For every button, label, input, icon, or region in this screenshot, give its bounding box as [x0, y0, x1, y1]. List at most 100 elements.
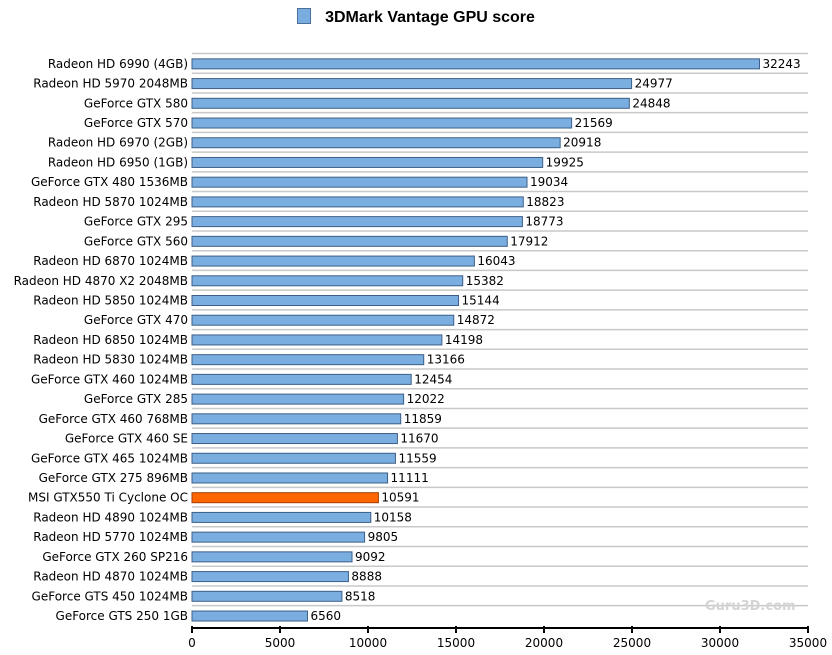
value-label: 6560 — [310, 609, 341, 623]
bar — [191, 255, 475, 267]
category-label: GeForce GTS 250 1GB — [56, 609, 188, 623]
category-label: GeForce GTX 295 — [84, 215, 188, 229]
value-label: 9092 — [355, 550, 386, 564]
category-label: GeForce GTX 460 SE — [65, 432, 188, 446]
category-label: Radeon HD 4890 1024MB — [33, 510, 188, 524]
category-label: MSI GTX550 Ti Cyclone OC — [28, 491, 188, 505]
category-label: Radeon HD 5770 1024MB — [33, 530, 188, 544]
bar — [191, 176, 528, 188]
bar — [191, 137, 561, 149]
bar — [191, 610, 308, 622]
value-label: 11859 — [404, 412, 442, 426]
x-tick-label: 35000 — [789, 636, 827, 650]
category-label: GeForce GTX 560 — [84, 234, 188, 248]
value-label: 19925 — [546, 155, 584, 169]
category-label: GeForce GTX 260 SP216 — [42, 550, 188, 564]
bar — [191, 354, 425, 366]
bar — [191, 156, 544, 168]
x-tick-label: 20000 — [525, 636, 563, 650]
legend-swatch — [297, 8, 312, 24]
bar — [191, 511, 372, 523]
category-label: Radeon HD 5830 1024MB — [33, 353, 188, 367]
bar — [191, 314, 455, 326]
bar — [191, 216, 523, 228]
value-label: 20918 — [563, 136, 601, 150]
category-label: GeForce GTX 480 1536MB — [31, 175, 188, 189]
category-label: GeForce GTS 450 1024MB — [32, 589, 188, 603]
bar — [191, 235, 508, 247]
value-label: 14872 — [457, 313, 495, 327]
value-label: 24977 — [635, 77, 673, 91]
category-label: Radeon HD 6990 (4GB) — [48, 57, 188, 71]
bar — [191, 433, 398, 445]
bar — [191, 117, 573, 129]
value-label: 18823 — [526, 195, 564, 209]
x-tick-label: 0 — [188, 636, 196, 650]
category-label: GeForce GTX 570 — [84, 116, 188, 130]
value-label: 19034 — [530, 175, 568, 189]
value-label: 9805 — [368, 530, 399, 544]
value-label: 15382 — [466, 274, 504, 288]
category-label: GeForce GTX 470 — [84, 313, 188, 327]
value-label: 18773 — [525, 215, 563, 229]
x-tick-label: 10000 — [349, 636, 387, 650]
bar — [191, 196, 524, 208]
category-label: Radeon HD 4870 1024MB — [33, 570, 188, 584]
category-label: Radeon HD 5850 1024MB — [33, 294, 188, 308]
value-label: 11670 — [400, 432, 438, 446]
category-label: Radeon HD 5870 1024MB — [33, 195, 188, 209]
chart-title: 3DMark Vantage GPU score — [0, 8, 832, 27]
value-label: 21569 — [575, 116, 613, 130]
x-tick-label: 5000 — [265, 636, 296, 650]
watermark: Guru3D.com — [705, 599, 796, 614]
value-label: 11111 — [391, 471, 429, 485]
value-label: 8888 — [351, 570, 382, 584]
x-tick-label: 15000 — [437, 636, 475, 650]
bar — [191, 413, 402, 425]
bar — [191, 472, 389, 484]
value-label: 16043 — [477, 254, 515, 268]
value-label: 8518 — [345, 589, 376, 603]
chart-title-text: 3DMark Vantage GPU score — [325, 9, 535, 26]
value-label: 17912 — [510, 234, 548, 248]
x-tick-label: 30000 — [701, 636, 739, 650]
bar — [191, 275, 464, 287]
category-label: Radeon HD 6970 (2GB) — [48, 136, 188, 150]
bar — [191, 492, 379, 504]
category-label: Radeon HD 4870 X2 2048MB — [14, 274, 188, 288]
bar — [191, 373, 412, 385]
value-label: 13166 — [427, 353, 465, 367]
bar — [191, 97, 630, 109]
category-label: GeForce GTX 275 896MB — [39, 471, 188, 485]
bar — [191, 58, 760, 70]
x-tick-label: 25000 — [613, 636, 651, 650]
category-label: GeForce GTX 285 — [84, 392, 188, 406]
category-label: Radeon HD 6950 (1GB) — [48, 155, 188, 169]
bar — [191, 78, 633, 90]
bar — [191, 571, 349, 583]
value-label: 24848 — [632, 96, 670, 110]
bar — [191, 334, 443, 346]
value-label: 10158 — [374, 510, 412, 524]
value-label: 11559 — [398, 451, 436, 465]
value-label: 32243 — [762, 57, 800, 71]
category-label: GeForce GTX 580 — [84, 96, 188, 110]
bar — [191, 393, 405, 405]
bar — [191, 295, 460, 306]
bar — [191, 551, 353, 563]
value-label: 12022 — [407, 392, 445, 406]
bar — [191, 452, 396, 464]
category-label: Radeon HD 6870 1024MB — [33, 254, 188, 268]
category-label: GeForce GTX 465 1024MB — [31, 451, 188, 465]
bar — [191, 590, 343, 602]
value-label: 12454 — [414, 372, 452, 386]
value-label: 15144 — [462, 294, 500, 308]
bar — [191, 531, 366, 543]
value-label: 14198 — [445, 333, 483, 347]
category-label: GeForce GTX 460 768MB — [39, 412, 188, 426]
value-label: 10591 — [381, 491, 419, 505]
category-label: Radeon HD 5970 2048MB — [33, 77, 188, 91]
category-label: GeForce GTX 460 1024MB — [31, 372, 188, 386]
category-label: Radeon HD 6850 1024MB — [33, 333, 188, 347]
